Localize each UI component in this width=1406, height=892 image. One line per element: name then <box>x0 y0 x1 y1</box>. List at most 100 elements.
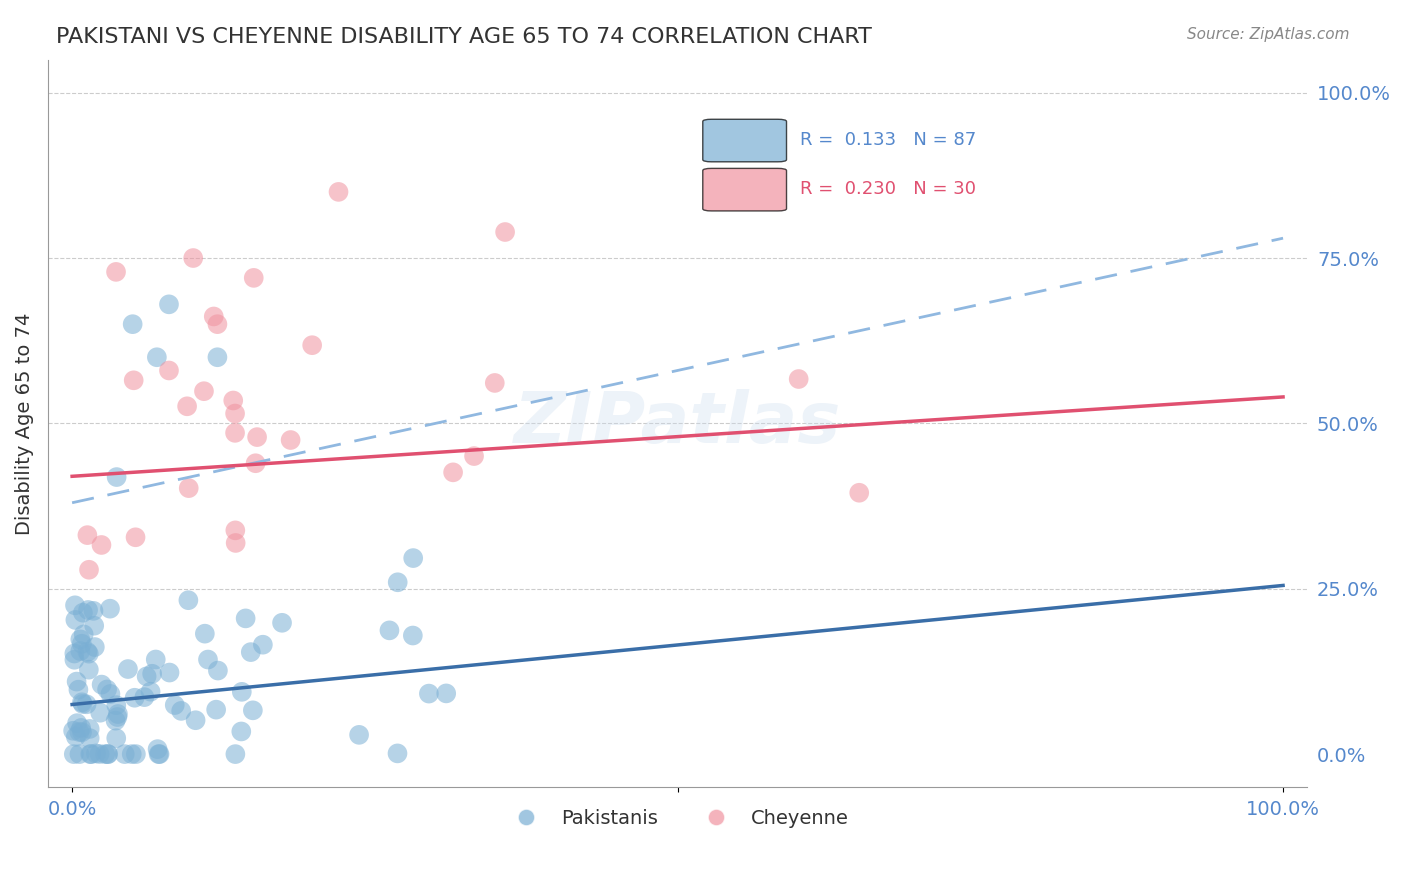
Point <box>378 624 401 638</box>
Point <box>787 372 810 386</box>
Point <box>418 687 440 701</box>
Point <box>97 747 120 761</box>
Point <box>70 725 93 739</box>
Point <box>224 425 246 440</box>
Point <box>239 645 262 659</box>
Point <box>89 747 111 761</box>
Point <box>94 747 117 761</box>
Point <box>402 551 425 566</box>
Point <box>70 721 93 735</box>
Point <box>121 317 143 331</box>
Point <box>246 430 269 444</box>
Point <box>181 251 204 265</box>
Text: PAKISTANI VS CHEYENNE DISABILITY AGE 65 TO 74 CORRELATION CHART: PAKISTANI VS CHEYENNE DISABILITY AGE 65 … <box>56 27 872 46</box>
Point <box>76 645 98 659</box>
Point <box>148 747 170 761</box>
Point <box>90 538 112 552</box>
Point <box>170 704 193 718</box>
Point <box>100 687 122 701</box>
Point <box>207 664 229 678</box>
Point <box>104 714 127 728</box>
Point <box>79 747 101 761</box>
Point <box>387 747 409 761</box>
Point <box>79 722 101 736</box>
Text: Source: ZipAtlas.com: Source: ZipAtlas.com <box>1187 27 1350 42</box>
Point <box>202 310 225 324</box>
Point <box>146 350 169 364</box>
Point <box>83 618 105 632</box>
Point <box>463 449 485 463</box>
Point <box>63 599 86 613</box>
Point <box>347 728 370 742</box>
Point <box>176 399 198 413</box>
Point <box>301 338 323 352</box>
Point <box>89 706 111 720</box>
Point <box>141 666 163 681</box>
Point <box>117 662 139 676</box>
Point <box>848 485 870 500</box>
Text: 0.0%: 0.0% <box>48 800 97 820</box>
Point <box>79 731 101 745</box>
Point <box>280 433 302 447</box>
Point <box>80 747 103 761</box>
Point <box>63 647 86 661</box>
Point <box>63 653 86 667</box>
Point <box>434 686 457 700</box>
Point <box>77 603 100 617</box>
Point <box>65 730 87 744</box>
Point <box>242 271 264 285</box>
Point <box>441 466 464 480</box>
Point <box>76 528 98 542</box>
Point <box>271 615 294 630</box>
Point <box>62 747 84 761</box>
Point <box>231 724 253 739</box>
Point <box>245 456 267 470</box>
Point <box>105 731 128 746</box>
Point <box>184 713 207 727</box>
Point <box>252 638 274 652</box>
Point <box>159 665 181 680</box>
Point <box>77 563 100 577</box>
Point <box>70 637 93 651</box>
Point <box>105 265 128 279</box>
Point <box>65 674 87 689</box>
Point <box>207 350 229 364</box>
Point <box>114 747 136 761</box>
Point <box>225 536 247 550</box>
Point <box>69 632 91 647</box>
Point <box>69 747 91 761</box>
Point <box>65 613 87 627</box>
Point <box>328 185 350 199</box>
Point <box>157 297 180 311</box>
Point <box>157 363 180 377</box>
Point <box>72 697 94 711</box>
Point <box>494 225 516 239</box>
Point <box>121 747 143 761</box>
Point <box>72 606 94 620</box>
Point <box>148 747 170 761</box>
Point <box>163 698 186 712</box>
Point <box>84 747 107 761</box>
Point <box>145 652 167 666</box>
Point <box>139 684 162 698</box>
Point <box>107 706 129 721</box>
Point <box>90 677 112 691</box>
Point <box>224 407 246 421</box>
Point <box>73 627 96 641</box>
Point <box>197 652 219 666</box>
Point <box>222 393 245 408</box>
Point <box>122 373 145 387</box>
Point <box>125 747 148 761</box>
Point <box>67 682 90 697</box>
Point <box>124 690 146 705</box>
Point <box>98 601 121 615</box>
Point <box>77 647 100 661</box>
Point <box>107 710 129 724</box>
Point <box>242 703 264 717</box>
Point <box>402 628 425 642</box>
Point <box>135 669 157 683</box>
Point <box>70 695 93 709</box>
Point <box>207 317 229 331</box>
Point <box>76 698 98 712</box>
Point <box>484 376 506 390</box>
